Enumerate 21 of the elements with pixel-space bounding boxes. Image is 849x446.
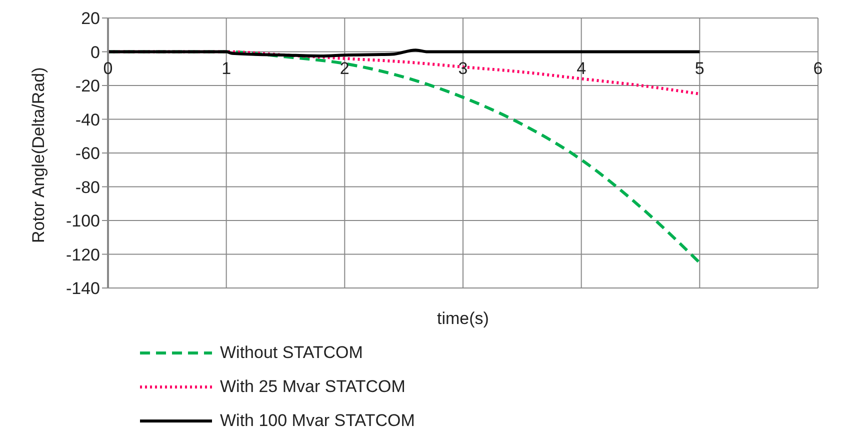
- y-tick-label: -20: [75, 76, 100, 96]
- y-tick-label: 0: [90, 42, 100, 62]
- y-tick-label: -40: [75, 110, 100, 130]
- y-axis-title: Rotor Angle(Delta/Rad): [29, 67, 48, 243]
- y-tick-label: -100: [66, 212, 100, 231]
- y-tick-label: -140: [66, 279, 100, 298]
- y-tick-label: -80: [75, 178, 100, 197]
- x-tick-label: 1: [222, 58, 232, 78]
- x-tick-label: 4: [576, 58, 586, 78]
- x-tick-label: 3: [458, 58, 468, 78]
- y-tick-label: 20: [81, 9, 100, 28]
- x-tick-label: 5: [694, 58, 704, 78]
- legend-label: With 25 Mvar STATCOM: [220, 377, 406, 397]
- x-tick-label: 0: [103, 58, 113, 78]
- x-axis-title: time(s): [437, 309, 489, 328]
- x-tick-label: 2: [340, 58, 350, 78]
- y-tick-label: -120: [66, 245, 100, 264]
- legend-label: With 100 Mvar STATCOM: [220, 411, 415, 431]
- legend-label: Without STATCOM: [220, 343, 363, 363]
- y-tick-label: -60: [75, 144, 100, 164]
- x-tick-label: 6: [813, 58, 823, 78]
